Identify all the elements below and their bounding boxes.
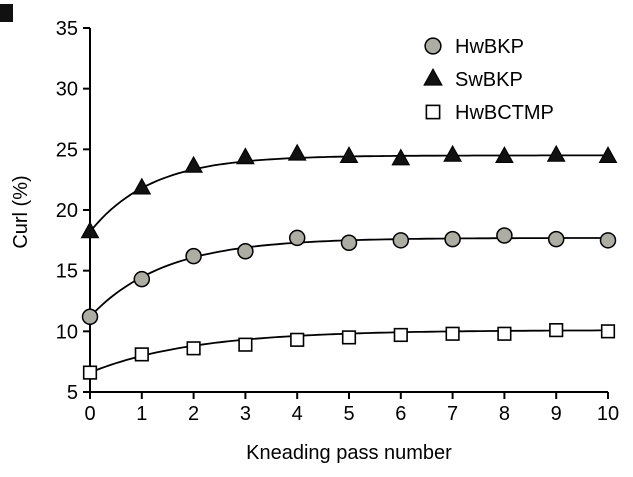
y-tick-label: 15 xyxy=(56,261,78,283)
x-tick-label: 1 xyxy=(136,403,147,425)
legend-label: HwBKP xyxy=(455,36,524,58)
square-marker-icon xyxy=(549,323,564,338)
x-axis-title: Kneading pass number xyxy=(246,442,452,464)
square-marker-icon xyxy=(134,347,149,362)
legend-item-hwbkp: HwBKP xyxy=(424,36,524,58)
circle-marker-icon xyxy=(599,232,617,249)
hwbkp-series xyxy=(81,227,617,326)
circle-marker-icon xyxy=(392,232,410,249)
swbkp-series xyxy=(80,143,618,239)
x-tick-label: 0 xyxy=(84,403,95,425)
triangle-marker-icon xyxy=(287,143,307,161)
triangle-marker-icon xyxy=(495,146,514,164)
circle-marker-icon xyxy=(340,234,358,252)
triangle-marker-icon xyxy=(443,144,462,162)
x-tick-label: 4 xyxy=(292,403,303,425)
x-tick-label: 10 xyxy=(597,403,619,425)
square-marker-icon xyxy=(445,326,460,341)
triangle-marker-icon xyxy=(184,155,203,173)
square-marker-icon xyxy=(186,341,201,356)
y-tick-label: 5 xyxy=(67,382,78,404)
square-marker-icon xyxy=(600,324,616,339)
triangle-marker-icon xyxy=(423,67,443,86)
triangle-marker-icon xyxy=(80,221,100,239)
data-markers xyxy=(80,143,618,380)
circle-marker-icon xyxy=(444,230,461,248)
square-marker-icon xyxy=(425,104,441,120)
triangle-marker-icon xyxy=(236,147,255,165)
x-tick-label: 5 xyxy=(343,403,354,425)
legend: HwBKP SwBKP HwBCTMP xyxy=(423,36,554,124)
triangle-marker-icon xyxy=(598,146,618,164)
x-tick-label: 2 xyxy=(188,403,199,425)
circle-marker-icon xyxy=(81,308,99,326)
hwbctmp-series xyxy=(82,323,616,380)
x-tick-label: 8 xyxy=(499,403,510,425)
triangle-marker-icon xyxy=(132,177,152,195)
square-marker-icon xyxy=(497,326,512,341)
y-tick-label: 25 xyxy=(56,139,78,161)
legend-label: SwBKP xyxy=(455,69,523,91)
circle-marker-icon xyxy=(496,227,513,244)
legend-label: HwBCTMP xyxy=(455,102,554,124)
y-axis-title: Curl (%) xyxy=(10,175,32,248)
y-tick-label: 20 xyxy=(56,200,78,222)
x-tick-label: 6 xyxy=(395,403,406,425)
legend-item-swbkp: SwBKP xyxy=(423,67,523,91)
x-tick-label: 3 xyxy=(240,403,251,425)
square-marker-icon xyxy=(290,332,305,347)
x-tick-label: 9 xyxy=(551,403,562,425)
square-marker-icon xyxy=(82,365,98,380)
square-marker-icon xyxy=(393,327,408,343)
triangle-marker-icon xyxy=(546,144,566,162)
y-tick-label: 10 xyxy=(56,321,78,343)
triangle-marker-icon xyxy=(339,146,359,164)
x-tick-label: 7 xyxy=(447,403,458,425)
square-marker-icon xyxy=(341,330,357,345)
legend-item-hwbctmp: HwBCTMP xyxy=(425,102,554,124)
square-marker-icon xyxy=(238,337,253,352)
circle-marker-icon xyxy=(424,37,442,55)
circle-marker-icon xyxy=(547,230,565,248)
scan-corner-artifact xyxy=(0,4,13,22)
circle-marker-icon xyxy=(237,243,254,260)
y-tick-label: 30 xyxy=(56,79,78,101)
circle-marker-icon xyxy=(288,229,306,247)
triangle-marker-icon xyxy=(391,148,411,166)
swbkp-fit-curve xyxy=(89,154,608,233)
circle-marker-icon xyxy=(185,247,202,265)
axes: 5 10 15 20 25 30 35 0 1 2 3 4 5 6 7 8 9 10 xyxy=(56,18,619,425)
y-tick-label: 35 xyxy=(56,18,78,40)
circle-marker-icon xyxy=(133,270,151,288)
